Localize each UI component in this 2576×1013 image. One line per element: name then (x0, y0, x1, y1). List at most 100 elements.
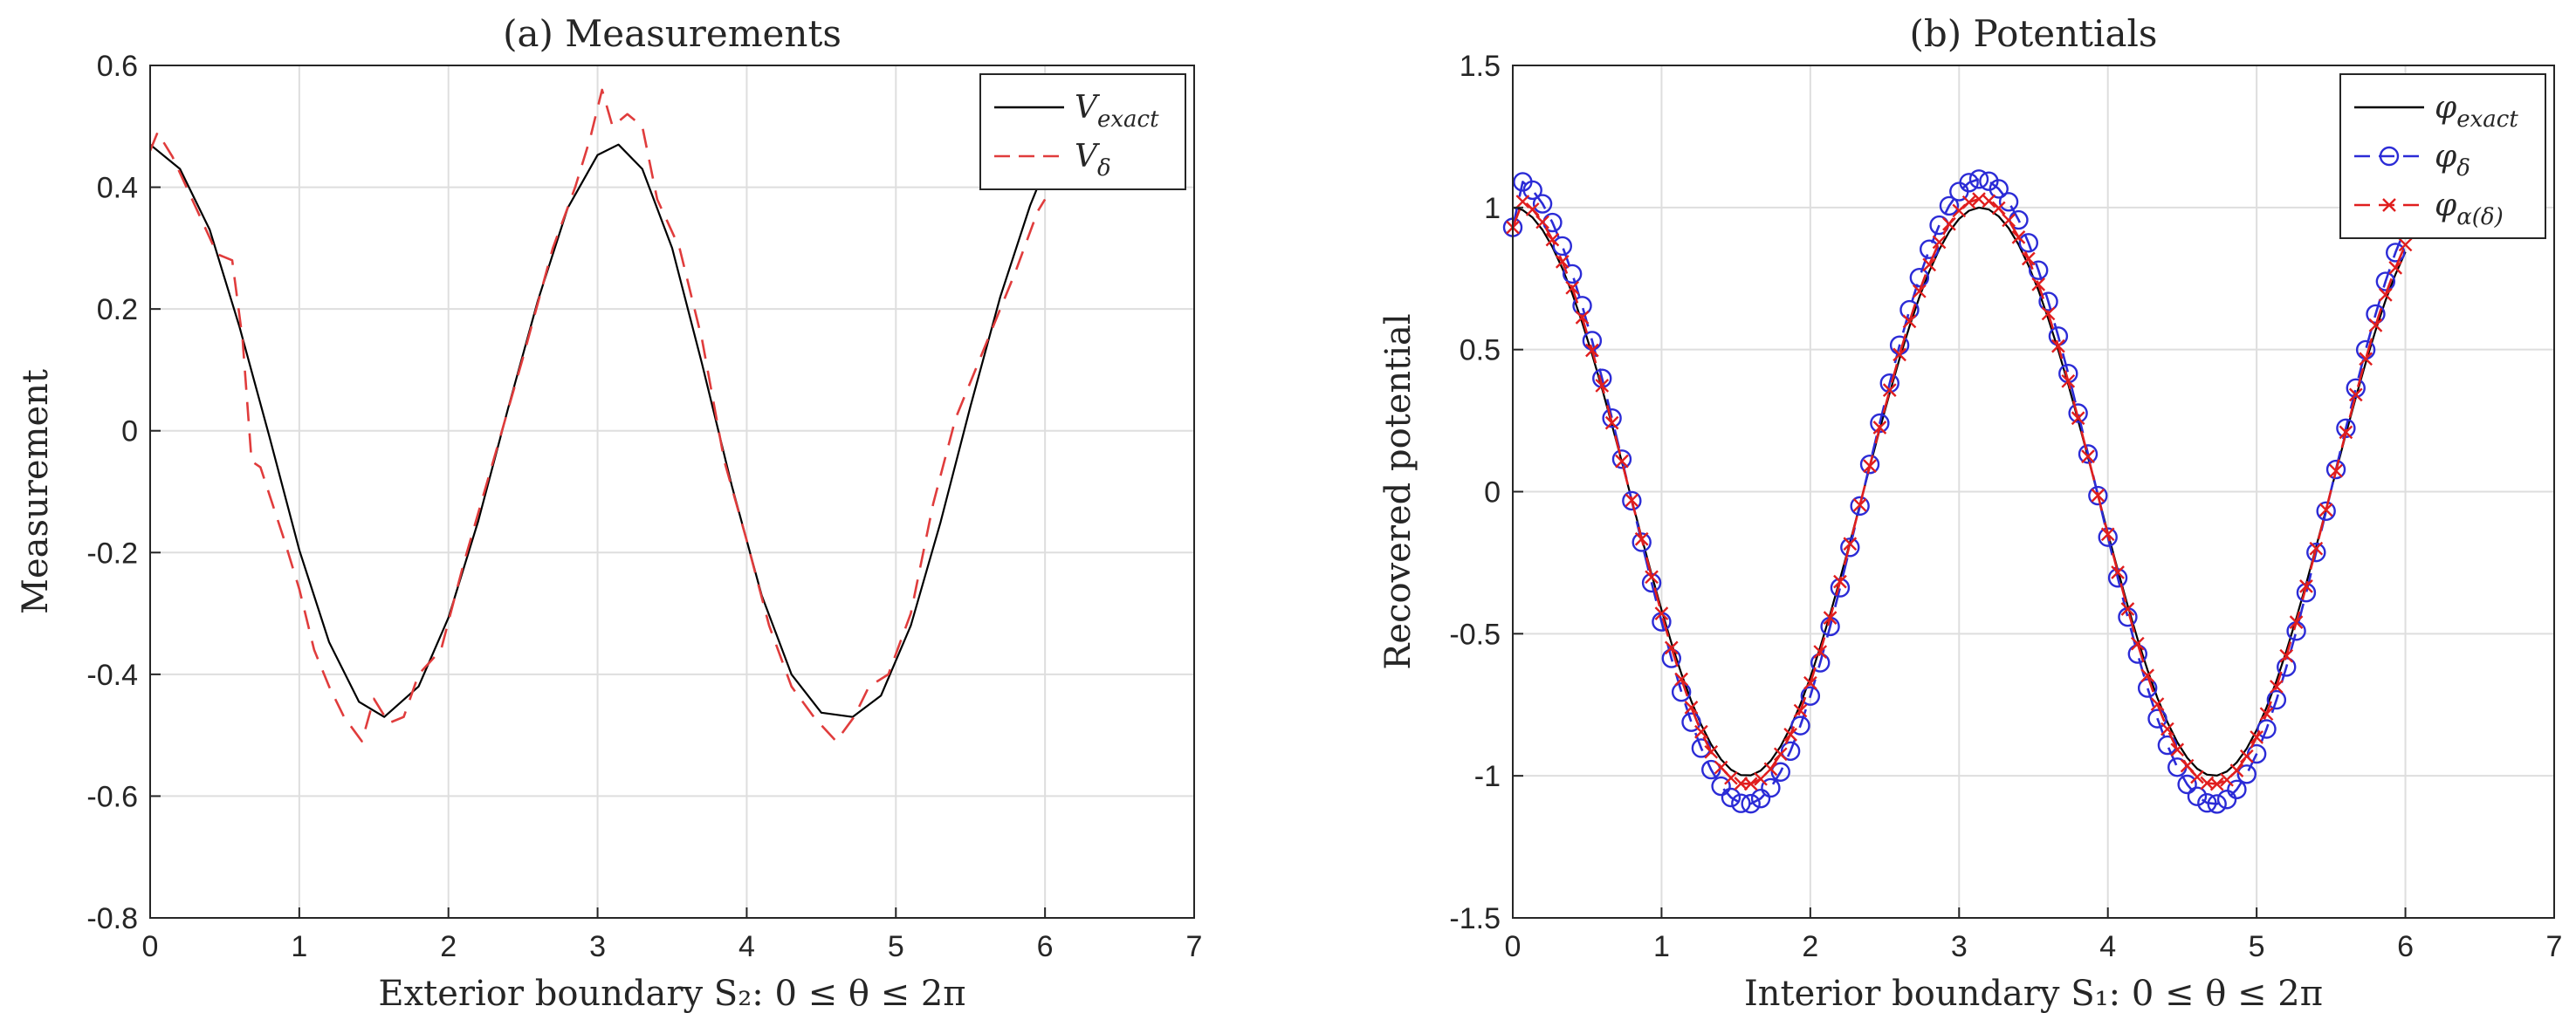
data-point-x (2140, 668, 2155, 683)
data-point-x (2379, 288, 2393, 302)
data-point-circle (2147, 708, 2167, 729)
data-point-x (1704, 744, 1719, 759)
data-point-x (1852, 497, 1867, 512)
legend-symbol: φ (2435, 188, 2457, 223)
data-point-circle (2375, 271, 2396, 291)
data-point-circle (1681, 712, 1701, 732)
data-point-circle (2137, 678, 2158, 698)
data-point-x (1863, 459, 1877, 473)
data-point-x (2002, 213, 2016, 228)
data-point-circle (2257, 719, 2277, 739)
data-point-x (2041, 306, 2056, 321)
data-point-x (2229, 763, 2244, 777)
data-point-circle (1790, 715, 1810, 736)
data-point-x (2130, 636, 2145, 651)
data-point-circle (1671, 681, 1692, 702)
x-tick-label: 6 (1037, 930, 1054, 963)
data-point-circle (1522, 180, 1542, 201)
panel-potentials: 0 1 2 3 4 5 6 7 -1.5 -1 -0.5 0 0.5 1 1.5 (b) Potential… (1378, 12, 2562, 1013)
data-point-x (1843, 537, 1858, 551)
data-point-x (2368, 318, 2383, 332)
data-point-x (2160, 722, 2174, 736)
legend-box (2339, 73, 2546, 239)
data-point-circle (1602, 408, 1622, 428)
data-point-x (1585, 343, 1599, 358)
plot-area-a (150, 65, 1194, 918)
data-point-x (2190, 770, 2204, 784)
data-point-x (2239, 749, 2254, 763)
data-point-circle (1879, 373, 1899, 394)
data-point-x (1634, 531, 1649, 546)
legend-subscript: α(δ) (2456, 204, 2504, 230)
data-point-circle (1850, 496, 1870, 517)
data-point-x (2318, 503, 2333, 517)
data-point-x (1654, 606, 1669, 620)
data-point-x (1823, 611, 1838, 625)
data-point-circle (2336, 418, 2356, 438)
data-point-x (1932, 235, 1947, 250)
data-point-circle (2078, 444, 2099, 464)
data-point-circle (2018, 233, 2039, 253)
data-point-x (1813, 645, 1828, 659)
data-point-circle (2316, 501, 2336, 521)
x-tick-label: 4 (738, 930, 755, 963)
data-point-x (1645, 570, 1659, 585)
data-point-x (1982, 194, 1996, 209)
series-group-a (148, 88, 1047, 743)
data-point-x (2071, 411, 2085, 426)
panel-measurements: 0 1 2 3 4 5 6 7 -0.8 -0.6 -0.4 -0.2 0 0.2 0.4 0.6 (a) M… (16, 12, 1202, 1013)
y-tick-label: 0.5 (1460, 334, 1501, 367)
y-tick-label: -0.6 (86, 780, 138, 813)
data-point-circle (2088, 485, 2108, 506)
data-point-x (2091, 488, 2105, 503)
series-line-1-0 (1512, 206, 2407, 777)
legend-symbol: V (1075, 90, 1101, 126)
axes-frame-a (149, 65, 1195, 919)
data-point-circle (1731, 793, 1751, 813)
data-point-circle (1711, 776, 1731, 797)
data-point-x (2329, 463, 2343, 478)
data-point-x (1763, 762, 1778, 777)
data-point-circle (1631, 532, 1652, 552)
data-point-x (1724, 770, 1738, 785)
data-point-x (1912, 284, 1927, 298)
x-tick-label: 3 (1951, 930, 1968, 963)
series-line-0-1 (148, 88, 1047, 743)
data-point-x (1773, 747, 1788, 762)
data-point-circle (1572, 296, 1592, 316)
data-point-x (1565, 280, 1580, 295)
series-group-b (1502, 169, 2415, 814)
data-point-circle (2187, 786, 2208, 806)
x-tick-label: 5 (2249, 930, 2265, 963)
data-point-x (2100, 527, 2115, 542)
data-point-x (2289, 615, 2304, 629)
ticks-a: 0 1 2 3 4 5 6 7 -0.8 -0.6 -0.4 -0.2 0 0.2 0.4 0.6 (86, 50, 1202, 963)
series-line-0-0 (149, 143, 1047, 718)
data-point-x (1525, 202, 1540, 216)
data-point-circle (2386, 243, 2406, 263)
y-tick-label: -0.8 (86, 902, 138, 935)
data-point-x (1882, 383, 1897, 397)
ticks-b: 0 1 2 3 4 5 6 7 -1.5 -1 -0.5 0 0.5 1 1.5 (1449, 50, 2562, 963)
x-tick-label: 6 (2397, 930, 2414, 963)
y-tick-label: 0.2 (97, 293, 138, 326)
data-point-circle (2098, 527, 2118, 547)
data-point-circle (2325, 459, 2346, 480)
data-point-circle (2266, 689, 2287, 710)
data-point-x (1694, 724, 1708, 739)
data-point-circle (1622, 490, 1642, 511)
data-point-circle (1939, 195, 1960, 216)
data-point-circle (1770, 762, 1790, 782)
data-point-x (1664, 640, 1679, 655)
data-point-x (2309, 541, 2324, 556)
data-point-x (2388, 261, 2403, 275)
y-tick-label: 0.6 (97, 50, 138, 83)
legend-entry-1: Vδ (1075, 139, 1111, 181)
data-point-circle (2227, 779, 2247, 800)
data-point-circle (1859, 454, 1880, 475)
data-point-circle (1750, 788, 1771, 809)
legend-subscript: exact (2456, 106, 2518, 133)
